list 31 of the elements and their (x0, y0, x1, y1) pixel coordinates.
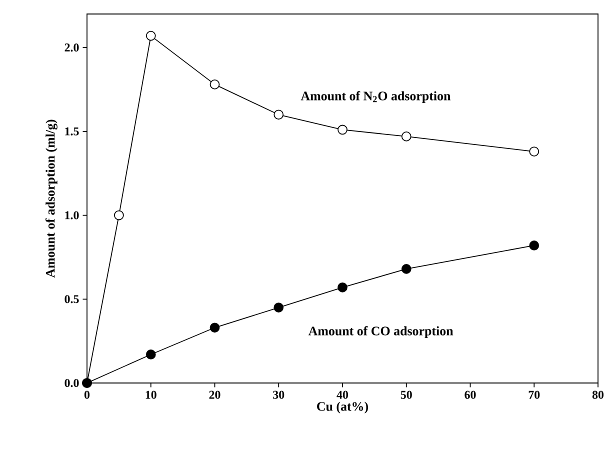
point (114, 210, 124, 220)
y-tick-label: 1.0 (65, 211, 79, 220)
point (274, 110, 284, 120)
annotation: Amount of CO adsorption (308, 326, 454, 338)
point (338, 124, 348, 135)
point (146, 350, 156, 360)
y-tick-label: 2.0 (64, 43, 79, 52)
x-axis-title: Cu (at%) (317, 402, 368, 414)
x-tick-label: 60 (464, 390, 476, 399)
y-tick-label: 1.5 (65, 127, 79, 136)
x-tick-label: 30 (273, 390, 284, 399)
point (338, 282, 348, 292)
point (146, 30, 156, 41)
point (401, 132, 412, 142)
annotation: Amount of N$_{2}$O adsorption (300, 91, 451, 103)
x-tick-label: 40 (336, 390, 348, 399)
y-tick-label: 0.5 (64, 295, 79, 304)
point (529, 146, 540, 156)
point (210, 322, 220, 333)
y-tick-label: 0.0 (64, 378, 79, 388)
point (210, 80, 220, 90)
point (401, 264, 412, 274)
x-tick-label: 50 (400, 390, 412, 399)
x-tick-label: 20 (209, 390, 220, 399)
x-tick-label: 0 (84, 390, 90, 399)
y-axis-title: Amount of adsorption (ml/g) (45, 120, 58, 278)
point (274, 302, 284, 312)
point (529, 240, 540, 250)
x-tick-label: 10 (146, 390, 156, 399)
x-tick-label: 70 (528, 390, 540, 399)
x-tick-label: 80 (592, 390, 604, 399)
